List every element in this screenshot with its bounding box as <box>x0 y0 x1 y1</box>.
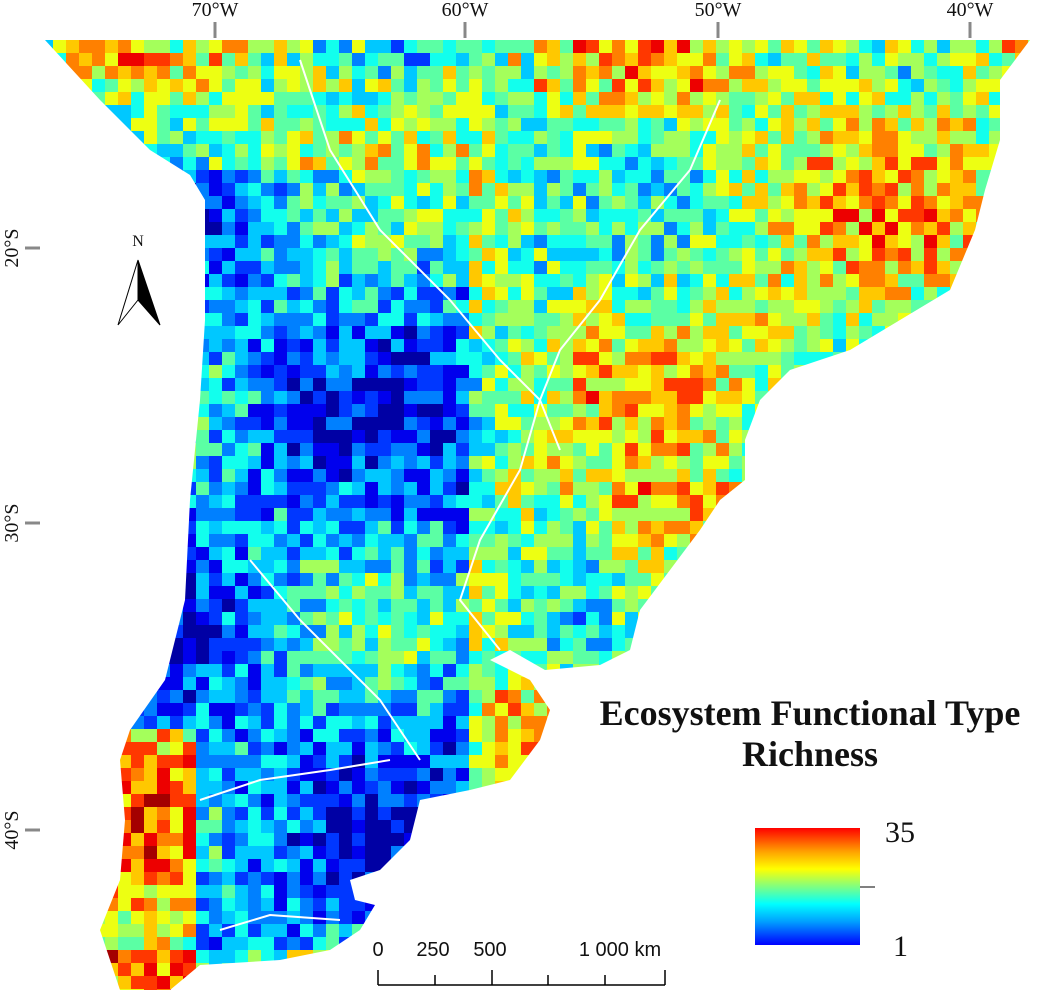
graticule-ticks <box>25 22 972 832</box>
legend-min: 1 <box>893 930 908 963</box>
river <box>219 913 341 931</box>
raster-cells <box>45 170 469 950</box>
latitude-label: 20°S <box>1 228 23 267</box>
title-line: Richness <box>742 734 878 774</box>
longitude-label: 50°W <box>695 0 742 21</box>
scale-label: 250 <box>416 939 449 961</box>
latitude-label: 40°S <box>1 810 23 849</box>
longitude-label: 60°W <box>442 0 489 21</box>
arrow-right <box>137 259 161 326</box>
scale-label: 500 <box>473 939 506 961</box>
raster-cells <box>45 40 1030 990</box>
north-label: N <box>132 233 144 250</box>
raster-cells <box>45 40 937 989</box>
longitude-label: 70°W <box>192 0 239 21</box>
river <box>199 759 391 801</box>
arrow-left <box>117 259 139 326</box>
title-line: Ecosystem Functional Type <box>600 693 1021 733</box>
river <box>539 99 721 401</box>
richness-raster <box>45 40 1030 990</box>
longitude-label: 40°W <box>947 0 994 21</box>
scale-bar <box>377 970 666 986</box>
raster-cells <box>45 40 1030 990</box>
river <box>458 399 541 651</box>
north-arrow: N <box>117 233 161 326</box>
raster-cells <box>45 40 1030 990</box>
scale-label: 0 <box>372 939 383 961</box>
river <box>249 559 421 761</box>
legend-max: 35 <box>885 816 915 849</box>
latitude-label: 30°S <box>1 503 23 542</box>
legend-ramp <box>755 828 860 945</box>
scale-label: 1 000 km <box>579 939 661 961</box>
rivers <box>199 59 721 931</box>
